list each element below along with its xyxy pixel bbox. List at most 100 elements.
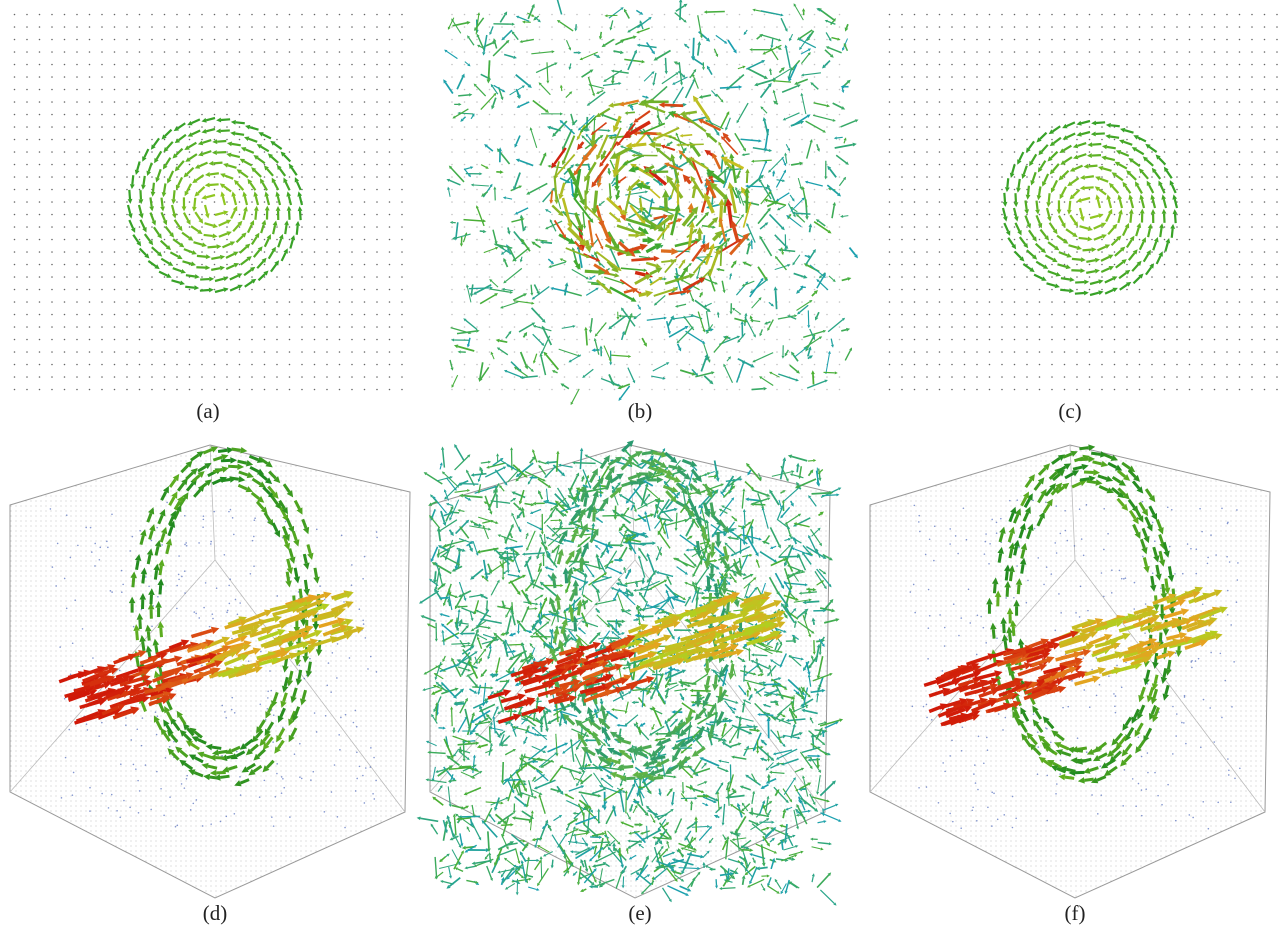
arrow-shaft	[236, 122, 245, 123]
speck	[156, 734, 158, 736]
arrow-shaft	[666, 58, 667, 71]
arrow-shaft	[769, 877, 771, 883]
arrow-shaft	[1049, 193, 1050, 202]
arrow-head	[467, 489, 470, 492]
speck	[139, 790, 141, 792]
speck	[184, 544, 186, 546]
speck	[376, 531, 378, 533]
arrow-shaft	[220, 776, 229, 777]
arrow-shaft	[140, 620, 141, 629]
arrow-shaft	[218, 450, 227, 451]
speck	[151, 540, 153, 542]
arrow-shaft	[799, 797, 800, 801]
arrow-shaft	[507, 644, 521, 645]
arrow-shaft	[662, 888, 670, 900]
speck	[178, 574, 180, 576]
speck	[253, 565, 255, 567]
speck	[141, 745, 143, 747]
arrow-shaft	[693, 189, 695, 198]
speck	[186, 775, 188, 777]
arrow-shaft	[487, 600, 488, 608]
arrow-shaft	[528, 887, 536, 889]
speck	[86, 723, 88, 725]
speck	[74, 599, 76, 601]
speck	[99, 547, 101, 549]
arrow-shaft	[661, 261, 670, 262]
arrow-shaft	[210, 777, 219, 778]
arrow-shaft	[161, 628, 162, 637]
arrow-shaft	[513, 633, 516, 634]
speck	[237, 614, 239, 616]
speck	[289, 816, 291, 818]
arrow-shaft	[435, 799, 443, 805]
arrow-shaft	[155, 570, 156, 579]
arrow-shaft	[455, 491, 468, 493]
arrow-shaft	[635, 168, 639, 169]
arrow-shaft	[490, 855, 491, 863]
arrow-shaft	[640, 198, 641, 208]
arrow-shaft	[752, 389, 764, 390]
speck	[210, 541, 212, 543]
arrow-shaft	[204, 235, 213, 236]
arrow-shaft	[802, 690, 803, 692]
speck	[363, 623, 365, 625]
arrow-shaft	[618, 190, 619, 195]
speck	[150, 809, 152, 811]
arrow-shaft	[795, 213, 810, 214]
arrow-head	[679, 0, 683, 2]
speck	[235, 599, 237, 601]
speck	[111, 591, 113, 593]
speck	[276, 763, 278, 765]
arrow-shaft	[456, 447, 464, 461]
arrow-shaft	[711, 178, 713, 183]
arrow-shaft	[498, 843, 510, 849]
speck	[226, 612, 228, 614]
arrow-shaft	[212, 747, 221, 748]
speck	[137, 780, 139, 782]
arrow-shaft	[1004, 193, 1005, 202]
arrow-shaft	[693, 38, 694, 56]
arrow-shaft	[1107, 147, 1116, 148]
arrow-shaft	[221, 479, 230, 480]
arrow-shaft	[235, 133, 244, 134]
speck	[340, 717, 342, 719]
arrow-shaft	[153, 183, 154, 192]
arrow-shaft	[795, 623, 796, 628]
speck	[252, 540, 254, 542]
arrow-shaft	[1096, 122, 1105, 123]
arrow-head	[529, 878, 532, 881]
arrow-shaft	[186, 275, 195, 276]
speck	[364, 556, 366, 558]
arrow-shaft	[808, 357, 810, 358]
speck	[326, 685, 328, 687]
speck	[362, 620, 364, 622]
speck	[121, 570, 123, 572]
speck	[281, 792, 283, 794]
arrow-head	[795, 845, 798, 848]
speck	[165, 757, 167, 759]
arrow-shaft	[687, 874, 698, 888]
speck	[119, 816, 121, 818]
speck	[145, 576, 147, 578]
speck	[59, 646, 61, 648]
speck	[376, 671, 378, 673]
speck	[99, 559, 101, 561]
speck	[176, 608, 178, 610]
speck	[201, 665, 203, 667]
speck	[133, 764, 135, 766]
arrow-shaft	[449, 867, 451, 876]
speck	[55, 585, 57, 587]
speck	[203, 519, 205, 521]
arrow-shaft	[849, 248, 855, 256]
arrow-shaft	[300, 589, 301, 598]
arrow-shaft	[218, 751, 227, 752]
arrow-shaft	[679, 144, 703, 145]
speck	[110, 590, 112, 592]
speck	[310, 779, 312, 781]
speck	[156, 771, 158, 773]
speck	[190, 809, 192, 811]
arrow-head	[440, 462, 443, 465]
speck	[303, 678, 305, 680]
speck	[173, 741, 175, 743]
arrow-shaft	[575, 872, 577, 874]
